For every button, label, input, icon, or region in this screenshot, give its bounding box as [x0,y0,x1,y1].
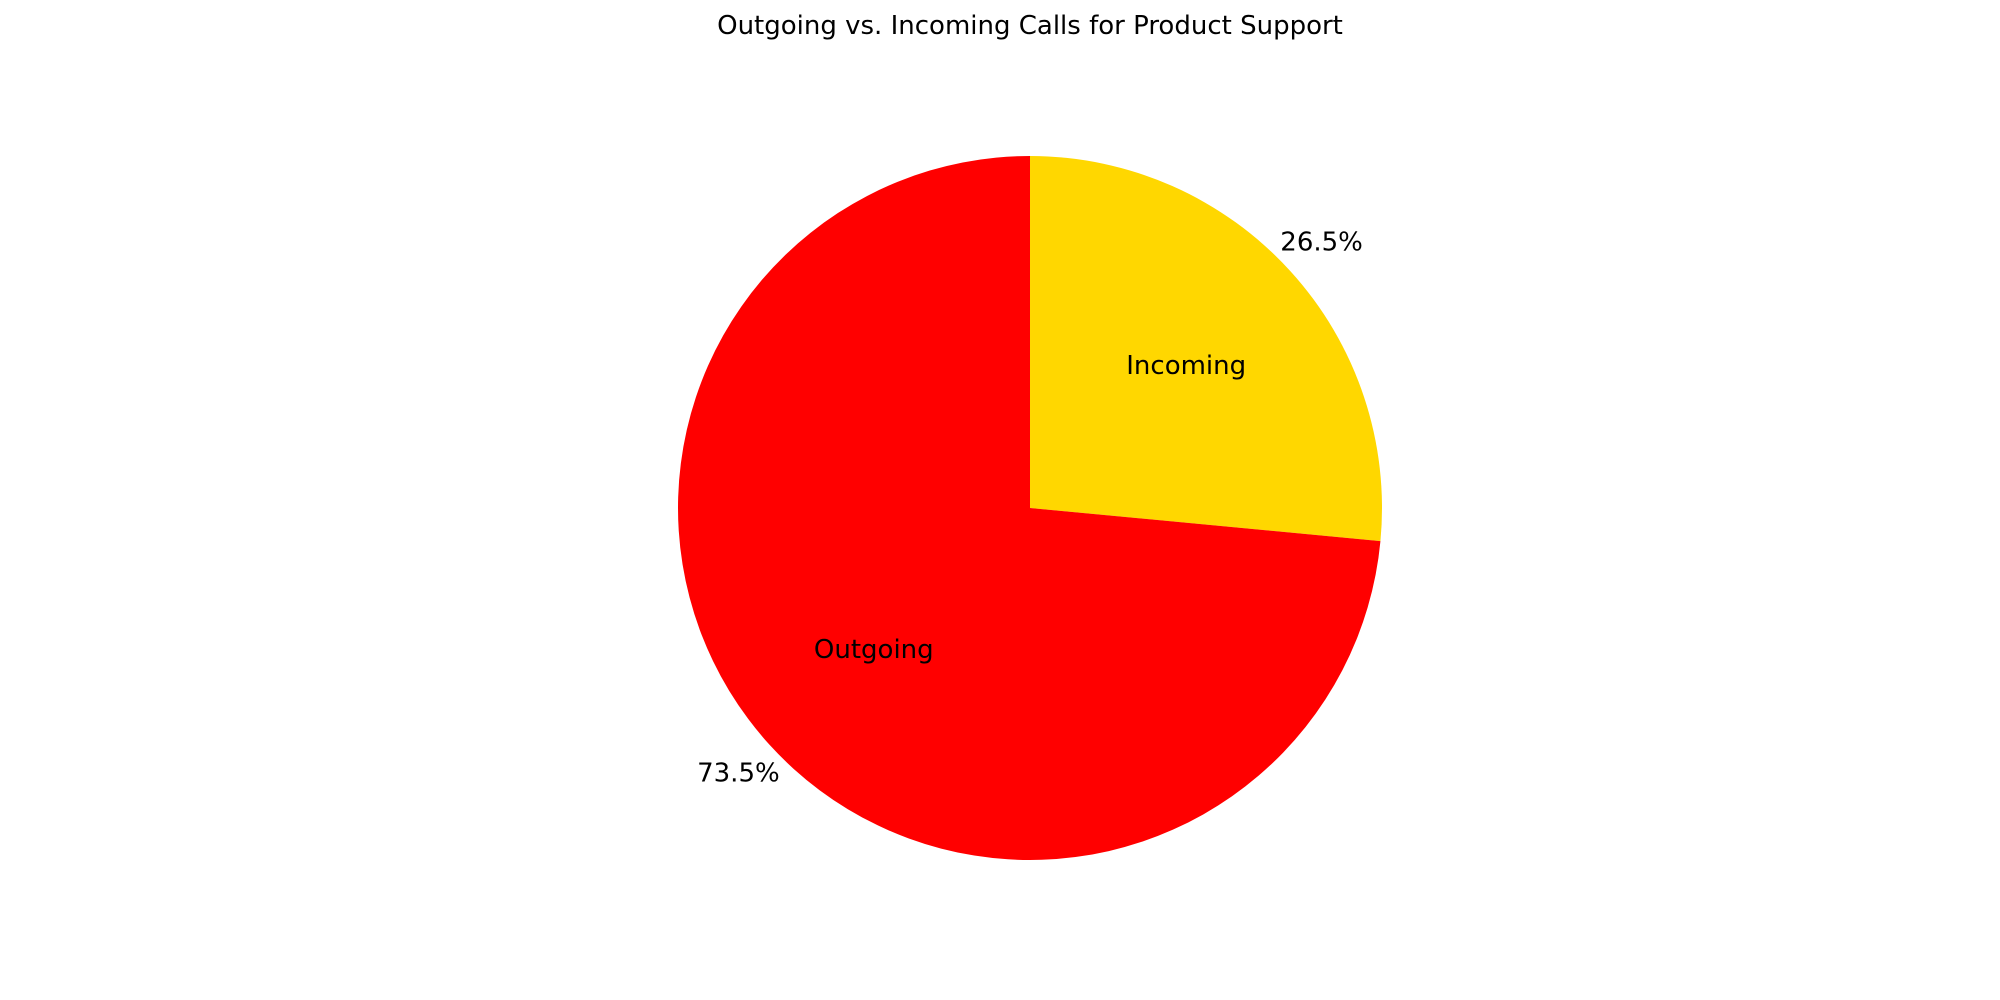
chart-title: Outgoing vs. Incoming Calls for Product … [717,11,1343,41]
pie-slices [677,156,1383,860]
pie-slice-incoming [1030,156,1383,542]
percent-label-outgoing: 73.5% [697,758,780,788]
pie-slice-outgoing [677,156,1381,860]
slice-label-incoming: Incoming [1126,351,1246,381]
pie-labels: Incoming 26.5% Outgoing 73.5% [697,228,1363,789]
slice-label-outgoing: Outgoing [814,635,934,665]
percent-label-incoming: 26.5% [1280,228,1363,258]
